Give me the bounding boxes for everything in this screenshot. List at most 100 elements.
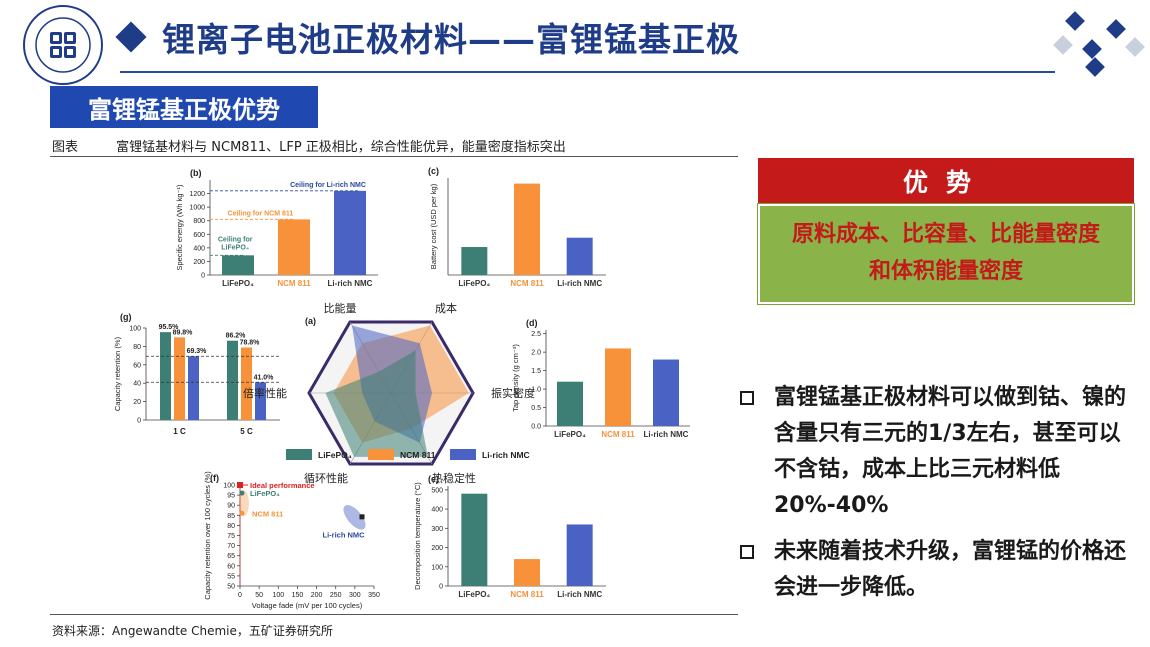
decor-diamond-icon (1125, 37, 1145, 57)
bullet-square-icon (740, 545, 754, 559)
x-tick-label: 200 (311, 592, 323, 599)
bar (334, 190, 366, 275)
figure-caption: 图表 富锂锰基材料与 NCM811、LFP 正极相比，综合性能优异，能量密度指标… (52, 136, 566, 155)
bar (566, 237, 593, 275)
bar (278, 219, 310, 275)
y-tick-label: 2.5 (531, 331, 541, 338)
list-item: 未来随着技术升级，富锂锰的价格还会进一步降低。 (740, 534, 1135, 606)
scatter-point (237, 482, 243, 488)
y-axis-label: Capacity retention over 100 cycles (%) (203, 471, 212, 600)
bar (514, 559, 540, 586)
decor-diamond-icon (1106, 19, 1126, 39)
y-tick-label: 85 (227, 513, 235, 520)
x-tick-label: 250 (330, 592, 342, 599)
y-tick-label: 600 (193, 232, 205, 239)
bar (566, 524, 593, 586)
y-tick-label: 50 (227, 584, 235, 591)
x-tick-label: 350 (368, 592, 380, 599)
y-tick-label: 80 (133, 344, 141, 351)
y-tick-label: 55 (227, 573, 235, 580)
bar (461, 493, 488, 586)
bullet-text: 富锂锰基正极材料可以做到钴、镍的含量只有三元的1/3左右，甚至可以不含钴，成本上… (774, 385, 1127, 518)
legend-label: Li-rich NMC (482, 450, 530, 460)
x-tick-label: LiFePO₄ (222, 279, 254, 288)
x-tick-label: Li-rich NMC (557, 590, 602, 599)
y-tick-label: 20 (133, 399, 141, 406)
y-tick-label: 1.0 (531, 387, 541, 394)
advantage-title: 优势 (758, 158, 1134, 204)
title-divider (120, 71, 1055, 73)
panel-label: (f) (210, 473, 219, 483)
decor-diamond-icon (1082, 39, 1102, 59)
x-tick-label: 1 C (173, 427, 186, 436)
y-tick-label: 0 (201, 273, 205, 280)
y-tick-label: 0 (439, 584, 443, 591)
y-tick-label: 100 (129, 326, 141, 333)
y-tick-label: 0 (137, 418, 141, 425)
y-axis-label: Capacity retention (%) (113, 336, 122, 411)
x-tick-label: NCM 811 (510, 590, 544, 599)
y-tick-label: 80 (227, 523, 235, 530)
x-tick-label: LiFePO₄ (554, 430, 586, 439)
bullet-list: 富锂锰基正极材料可以做到钴、镍的含量只有三元的1/3左右，甚至可以不含钴，成本上… (740, 380, 1135, 616)
list-item: 富锂锰基正极材料可以做到钴、镍的含量只有三元的1/3左右，甚至可以不含钴，成本上… (740, 380, 1135, 524)
y-tick-label: 400 (193, 245, 205, 252)
panel-label: (d) (526, 318, 538, 328)
y-tick-label: 0.0 (531, 424, 541, 431)
legend-label: NCM 811 (400, 450, 436, 460)
bar (160, 332, 171, 420)
y-axis-label: Decomposition temperature (°C) (413, 482, 422, 590)
y-axis-label: Battery cost (USD per kg) (429, 183, 438, 269)
annotation: Ceiling for NCM 811 (228, 210, 294, 217)
y-tick-label: 60 (227, 563, 235, 570)
radar-axis-label: 循环性能 (304, 471, 348, 485)
radar-axis-label: 振实密度 (491, 386, 535, 400)
y-tick-label: 1000 (189, 205, 205, 212)
x-tick-label: LiFePO₄ (458, 590, 490, 599)
bar (227, 340, 238, 420)
cluster (343, 504, 366, 530)
x-tick-label: NCM 811 (601, 430, 635, 439)
bar (174, 337, 185, 420)
bar (222, 255, 254, 275)
x-tick-label: Li-rich NMC (644, 430, 689, 439)
panel-label: (g) (120, 312, 132, 322)
cluster (238, 490, 249, 517)
y-tick-label: 60 (133, 362, 141, 369)
radar-axis-label: 成本 (435, 301, 457, 315)
data-label: 69.3% (187, 348, 208, 355)
y-tick-label: 200 (431, 545, 443, 552)
source-divider (50, 614, 738, 615)
x-tick-label: Li-rich NMC (557, 279, 602, 288)
point-label: NCM 811 (252, 509, 283, 518)
annotation: Ceiling for Li-rich NMC (290, 182, 366, 189)
x-tick-label: LiFePO₄ (458, 279, 490, 288)
bar (255, 382, 266, 420)
radar-axis-label: 比能量 (324, 301, 357, 315)
decor-diamond-icon (1053, 35, 1073, 55)
x-tick-label: Li-rich NMC (328, 279, 373, 288)
data-label: 86.2% (226, 333, 247, 340)
y-tick-label: 100 (223, 483, 235, 490)
y-tick-label: 300 (431, 526, 443, 533)
bullet-square-icon (740, 391, 754, 405)
y-tick-label: 1.5 (531, 368, 541, 375)
scatter-point (239, 490, 245, 496)
caption-label: 图表 (52, 140, 79, 155)
y-tick-label: 65 (227, 553, 235, 560)
panel-label: (a) (305, 316, 316, 326)
x-axis-label: Voltage fade (mV per 100 cycles) (252, 601, 363, 610)
bullet-text: 未来随着技术升级，富锂锰的价格还会进一步降低。 (774, 539, 1127, 600)
y-tick-label: 1200 (189, 191, 205, 198)
x-tick-label: 300 (349, 592, 361, 599)
point-label: Ideal performance (250, 481, 315, 490)
data-label: 78.8% (240, 340, 261, 347)
bar (514, 183, 540, 275)
data-label: 89.8% (173, 329, 194, 336)
annotation: LiFePO₄ (221, 244, 249, 251)
x-tick-label: 5 C (240, 427, 253, 436)
x-tick-label: 0 (238, 592, 242, 599)
bar (653, 359, 679, 426)
university-logo (23, 5, 103, 85)
